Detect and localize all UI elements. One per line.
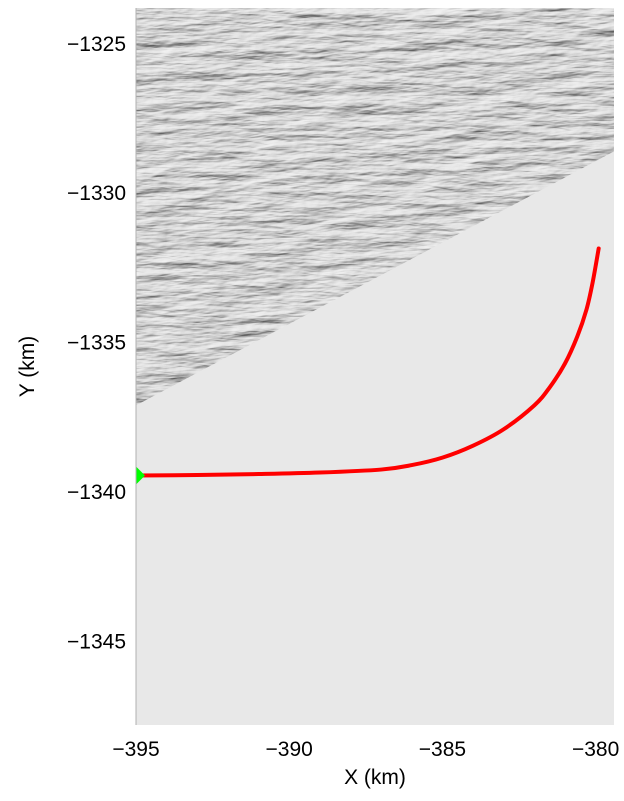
y-tick-label: −1345 xyxy=(67,630,126,653)
trajectory-line xyxy=(136,246,601,478)
plot-area xyxy=(136,8,614,725)
x-tick-label: −380 xyxy=(572,738,619,761)
x-tick-label: −385 xyxy=(419,738,466,761)
x-tick-label: −390 xyxy=(266,738,313,761)
x-axis-label: X (km) xyxy=(344,766,406,789)
y-tick-label: −1325 xyxy=(67,33,126,56)
y-tick-label: −1335 xyxy=(67,332,126,355)
x-axis-ticks: −395 −390 −385 −380 xyxy=(112,738,619,761)
y-tick-label: −1330 xyxy=(67,182,126,205)
y-tick-label: −1340 xyxy=(67,481,126,504)
x-tick-label: −395 xyxy=(112,738,159,761)
start-point-marker xyxy=(136,466,145,485)
y-axis-label: Y (km) xyxy=(16,336,39,397)
y-axis-ticks: −1325 −1330 −1335 −1340 −1345 xyxy=(67,33,126,653)
